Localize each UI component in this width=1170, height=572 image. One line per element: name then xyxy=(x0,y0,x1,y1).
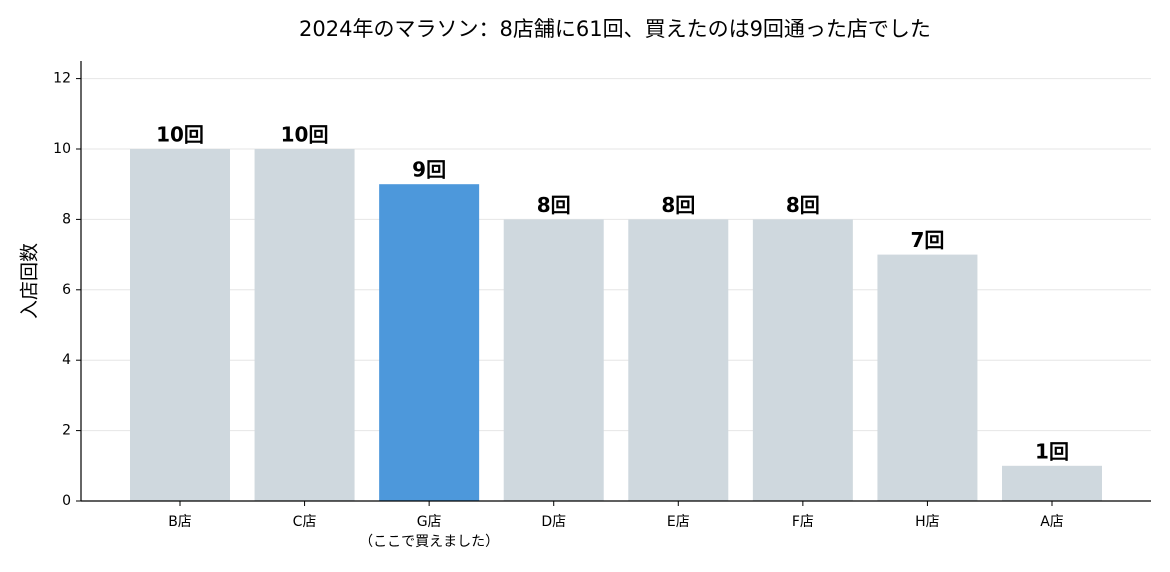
bar xyxy=(752,219,853,501)
bar xyxy=(628,219,729,501)
value-label: 1回 xyxy=(1035,439,1069,463)
x-tick-label: D店 xyxy=(541,514,566,530)
value-label: 10回 xyxy=(281,123,329,147)
bar xyxy=(254,149,355,501)
x-tick-label: B店 xyxy=(168,514,192,530)
x-tick-label: G店 （ここで買えました） xyxy=(359,514,499,550)
y-axis-label: 入店回数 xyxy=(19,243,41,319)
y-tick-label: 2 xyxy=(62,423,71,439)
y-tick-label: 10 xyxy=(53,141,71,157)
y-tick-label: 8 xyxy=(62,211,71,227)
x-tick-label: E店 xyxy=(667,514,690,530)
value-label: 9回 xyxy=(412,158,446,182)
x-tick-label: A店 xyxy=(1040,514,1064,530)
value-label: 8回 xyxy=(537,193,571,217)
x-tick-label: C店 xyxy=(293,514,317,530)
value-label: 7回 xyxy=(910,228,944,252)
bar xyxy=(503,219,604,501)
bar xyxy=(1002,465,1102,501)
x-tick-label: H店 xyxy=(915,514,940,530)
y-tick-label: 12 xyxy=(53,71,71,87)
y-tick-label: 6 xyxy=(62,282,71,298)
bar xyxy=(379,184,480,501)
y-tick-label: 4 xyxy=(62,352,71,368)
x-tick-label: F店 xyxy=(792,514,814,530)
value-label: 8回 xyxy=(786,193,820,217)
x-tick-label-line: （ここで買えました） xyxy=(359,534,499,550)
bar xyxy=(130,149,230,501)
value-label: 8回 xyxy=(661,193,695,217)
bar xyxy=(877,254,978,501)
value-label: 10回 xyxy=(156,123,204,147)
chart-title: 2024年のマラソン：8店舗に61回、買えたのは9回通った店でした xyxy=(299,17,931,41)
y-tick-label: 0 xyxy=(62,493,71,509)
x-tick-label-line: G店 xyxy=(417,514,442,530)
